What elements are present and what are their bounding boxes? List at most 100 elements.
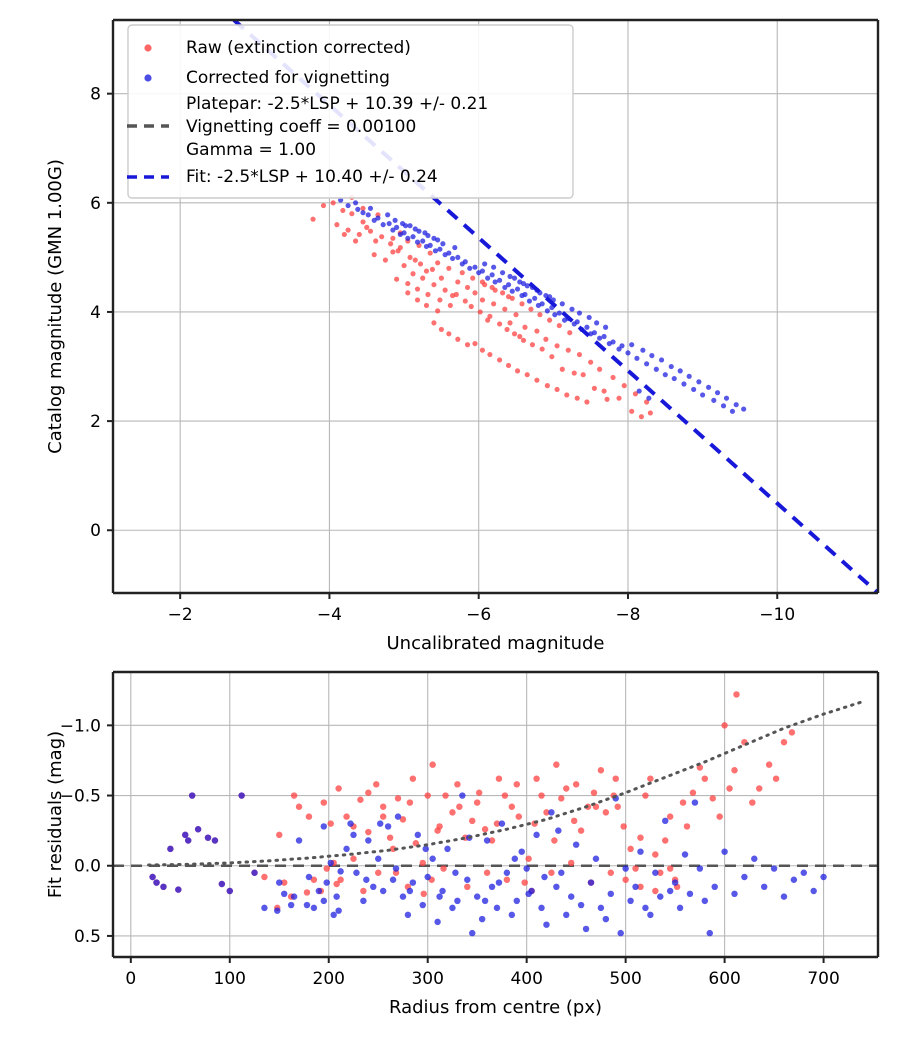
data-point [597,904,605,912]
data-point [554,386,560,393]
data-point [584,399,590,405]
data-point [454,781,461,788]
data-point [632,865,639,872]
xtick-label-0: −2 [168,605,193,625]
data-point [370,883,377,891]
data-point [483,869,491,876]
data-point [567,893,575,900]
data-point [517,333,523,340]
data-point [683,823,691,830]
data-point [537,312,543,318]
data-point [780,738,788,746]
data-point [582,925,590,933]
data-point [464,876,471,884]
data-point [469,929,476,937]
data-point [592,855,600,862]
data-point [591,385,597,391]
data-point [681,851,689,858]
data-point [741,873,748,881]
data-point [423,268,430,274]
data-point [524,372,530,378]
data-point [365,789,372,796]
data-point [701,897,709,905]
data-point [261,873,268,881]
data-point [508,803,516,811]
data-point [386,834,394,841]
data-point [427,250,433,256]
data-point [414,286,421,292]
data-point [520,337,527,343]
data-point [603,324,609,330]
data-point [323,879,330,886]
data-point [238,792,245,799]
data-point [431,320,437,326]
data-point [637,883,644,891]
data-point [345,202,351,209]
data-point [410,271,416,277]
data-point [543,921,550,928]
data-point [375,215,381,221]
data-point [721,848,728,855]
data-point [520,280,527,287]
legend-label-3: Fit: -2.5*LSP + 10.40 +/- 0.24 [186,167,438,187]
data-point [175,886,182,893]
data-point [662,817,669,825]
data-point [559,301,565,307]
data-point [364,224,370,230]
data-point [741,406,747,412]
data-point [691,386,697,393]
data-point [533,831,540,839]
data-point [440,865,447,872]
data-point [553,761,560,768]
data-point [438,275,444,281]
series-corrected [149,792,827,937]
data-point [360,210,366,216]
data-point [588,359,594,365]
data-point [343,845,350,853]
data-point [435,260,441,266]
data-point [572,781,580,788]
data-point [455,336,461,342]
data-point [556,323,562,329]
data-point [276,831,283,839]
data-point [640,347,646,353]
data-point [528,306,534,312]
data-point [597,335,603,341]
data-point [363,876,370,884]
xaxis-label-bottom: Radius from centre (px) [389,997,602,1018]
data-point [622,876,629,884]
data-point [565,347,571,353]
data-point [590,789,598,796]
data-point [548,869,555,876]
data-point [420,890,427,898]
data-point [543,336,549,342]
data-point [508,911,516,919]
data-point [511,275,518,281]
data-point [352,238,359,244]
data-point [483,837,491,844]
data-point [384,823,392,830]
data-point [558,869,565,876]
data-point [491,301,497,307]
data-point [689,789,697,796]
data-point [414,297,421,303]
data-point [577,827,585,834]
data-point [584,324,590,330]
data-point [597,366,603,372]
data-point [642,792,649,799]
data-point [505,282,512,288]
data-point [167,845,174,853]
data-point [394,795,402,802]
data-point [388,241,394,247]
legend-label-2-line-2: Gamma = 1.00 [186,140,316,160]
ytick-label-3: 6 [90,194,101,214]
data-point [295,803,303,811]
data-point [544,308,550,314]
data-point [604,396,610,402]
data-point [386,220,392,227]
data-point [347,820,354,827]
data-point [726,785,733,792]
data-point [532,295,538,301]
data-point [472,290,478,296]
data-point [464,284,471,290]
